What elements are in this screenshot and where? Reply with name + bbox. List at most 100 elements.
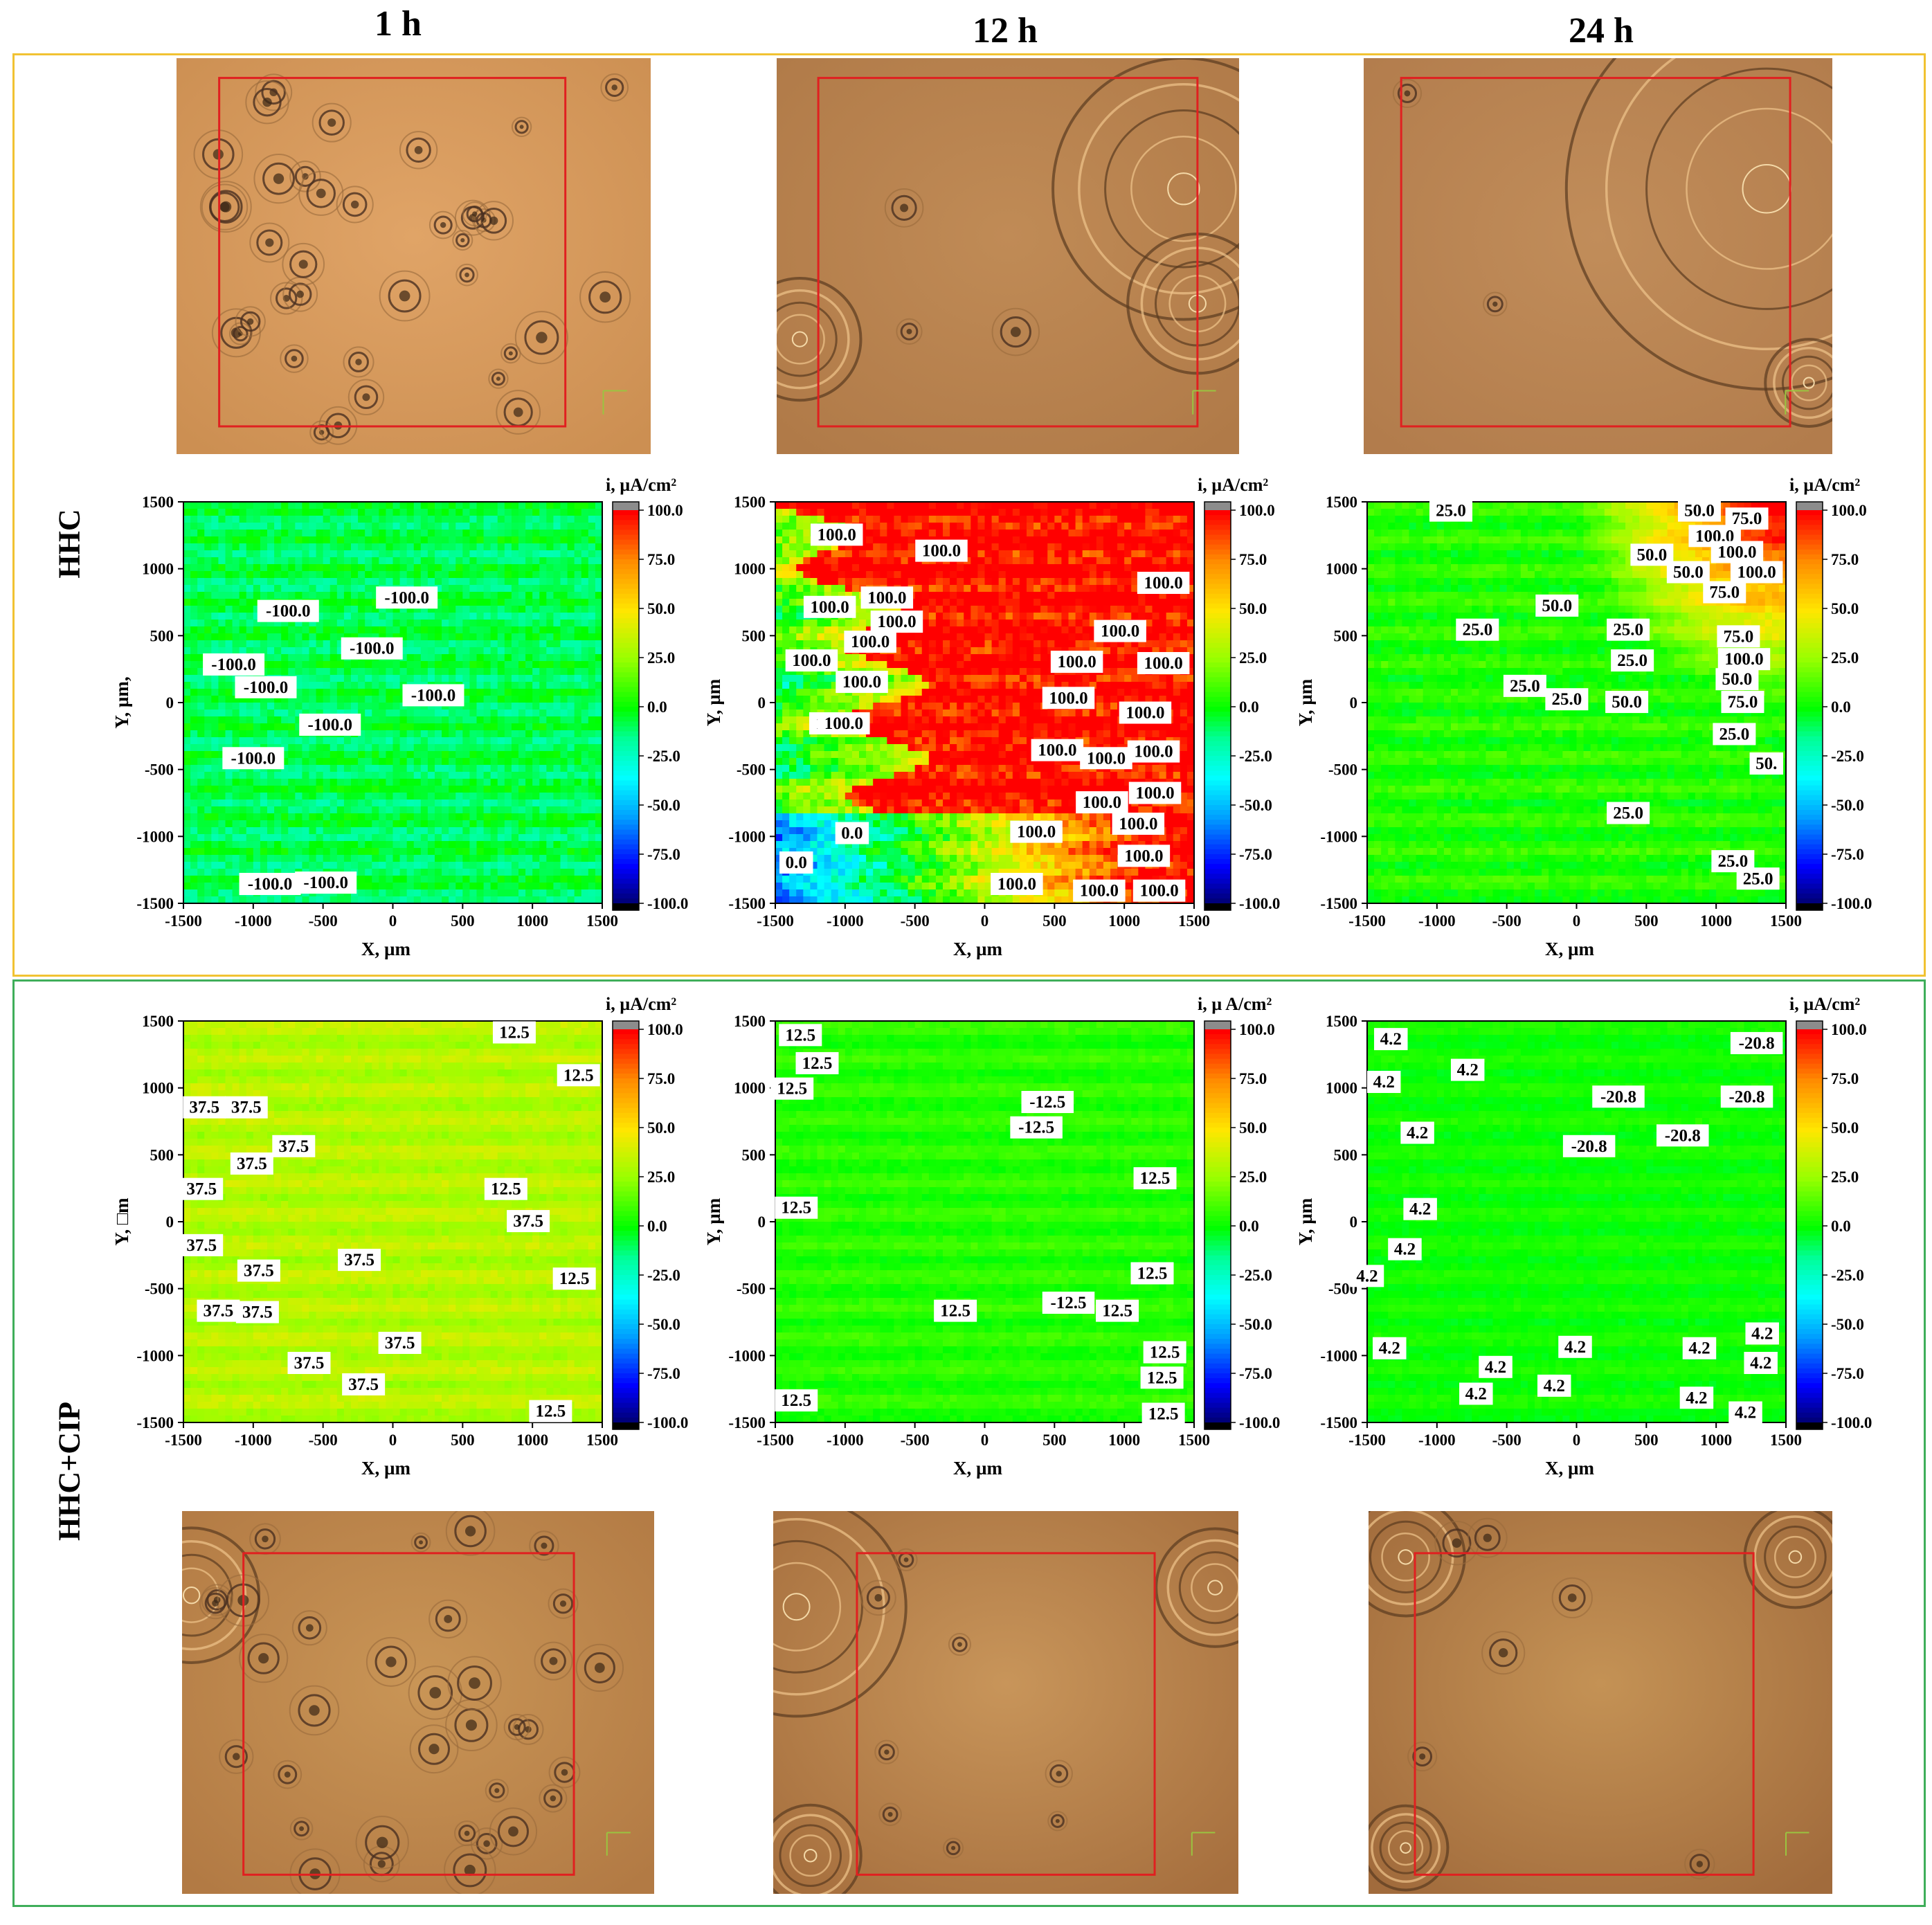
heatmap-cell [1180,530,1188,537]
heatmap-cell [595,613,603,620]
heatmap-cell [539,723,547,731]
heatmap-cell [1012,543,1020,551]
heatmap-cell [455,640,463,648]
heatmap-cell [581,578,589,586]
heatmap-cell [1040,585,1048,593]
heatmap-cell [796,502,804,509]
heatmap-cell [343,626,352,634]
heatmap-cell [539,509,547,516]
heatmap-cell [232,557,240,565]
heatmap-cell [831,571,839,579]
heatmap-cell [894,543,902,551]
heatmap-cell [427,606,435,613]
heatmap-cell [518,793,526,800]
heatmap-cell [504,786,512,793]
heatmap-cell [567,640,575,648]
heatmap-cell [567,543,575,551]
pit [273,1760,303,1789]
heatmap-cell [921,571,930,579]
heatmap-cell [588,813,596,821]
heatmap-cell [546,820,554,828]
heatmap-cell [225,633,233,641]
heatmap-cell [246,502,254,509]
heatmap-cell [1061,585,1069,593]
heatmap-cell [281,647,289,655]
heatmap-cell [225,772,233,779]
heatmap-cell [595,876,603,883]
heatmap-cell [595,758,603,766]
heatmap-cell [211,640,219,648]
heatmap-cell [204,710,212,717]
heatmap-cell [964,599,971,606]
heatmap-cell [539,620,547,627]
colorbar-segment [613,874,639,880]
heatmap-cell [218,730,226,738]
heatmap-cell [365,862,372,869]
heatmap-cell [190,626,198,634]
heatmap-cell [845,592,853,599]
heatmap-cell [302,523,310,530]
heatmap-cell [490,834,498,842]
heatmap-cell [435,813,442,821]
heatmap-cell [218,889,226,897]
heatmap-cell [553,758,561,766]
heatmap-cell [399,626,408,634]
value-annotation-text: -100.0 [350,640,395,658]
heatmap-cell [1103,516,1111,523]
heatmap-cell [483,841,491,849]
heatmap-cell [539,640,547,648]
heatmap-cell [260,723,268,731]
heatmap-cell [204,751,212,759]
heatmap-cell [399,896,408,904]
heatmap-cell [1159,613,1167,620]
heatmap-cell [1019,578,1027,586]
heatmap-cell [539,502,547,509]
heatmap-cell [935,620,944,627]
heatmap-cell [518,516,526,523]
heatmap-cell [316,620,324,627]
heatmap-cell [190,834,198,842]
heatmap-cell [546,723,554,731]
pit [1047,1811,1068,1832]
heatmap-cell [309,813,317,821]
heatmap-cell [851,620,860,627]
heatmap-cell [462,869,471,876]
heatmap-cell [553,772,561,779]
heatmap-cell [984,564,993,572]
heatmap-cell [567,716,575,724]
heatmap-cell [239,799,247,807]
heatmap-cell [253,599,261,606]
heatmap-cell [511,723,519,731]
heatmap-cell [211,737,219,745]
heatmap-cell [1096,564,1104,572]
heatmap-cell [546,751,554,759]
heatmap-cell [838,516,846,523]
heatmap-cell [358,751,365,759]
heatmap-cell [539,737,547,745]
heatmap-cell [469,820,478,828]
heatmap-cell [351,786,359,793]
heatmap-cell [928,585,937,593]
heatmap-cell [476,592,485,599]
column-header-12h: 12 h [901,10,1109,51]
heatmap-cell [232,571,240,579]
heatmap-cell [351,896,359,904]
heatmap-cell [476,661,485,669]
heatmap-cell [914,633,923,641]
heatmap-cell [358,599,365,606]
heatmap-cell [372,855,379,862]
heatmap-cell [532,813,540,821]
heatmap-cell [588,606,596,613]
heatmap-cell [442,661,449,669]
heatmap-cell [420,557,428,565]
heatmap-cell [567,730,575,738]
heatmap-cell [197,827,205,835]
heatmap-cell [546,626,554,634]
heatmap-cell [183,772,191,779]
heatmap-cell [504,723,512,731]
heatmap-cell [435,557,442,565]
heatmap-cell [581,813,589,821]
heatmap-cell [281,640,289,648]
heatmap-cell [211,599,219,606]
heatmap-cell [309,509,317,516]
